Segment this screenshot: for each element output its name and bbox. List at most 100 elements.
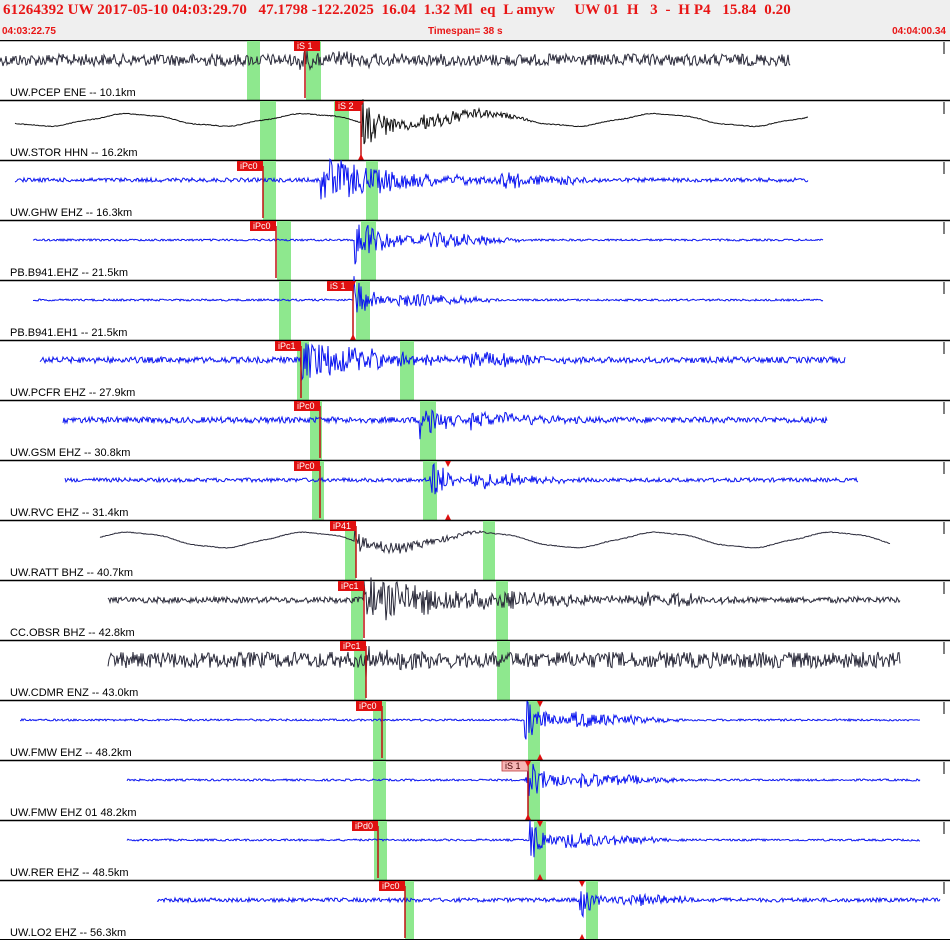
pick-marker-bottom (350, 334, 356, 340)
pick-flag[interactable] (294, 401, 320, 411)
pick-label: iPc0 (297, 401, 315, 411)
pick-flag[interactable] (352, 821, 378, 831)
station-label: UW.GSM EHZ -- 30.8km (10, 447, 130, 459)
waveform (126, 820, 921, 858)
trace-row[interactable]: iPc1 CC.OBSR BHZ -- 42.8km (0, 577, 950, 640)
pick-flag[interactable] (330, 521, 356, 531)
waveform (32, 276, 824, 313)
trace-row[interactable]: iPc0 UW.GSM EHZ -- 30.8km (0, 399, 950, 461)
event-summary-line: 61264392 UW 2017-05-10 04:03:29.70 47.17… (3, 2, 791, 18)
pick-marker-bottom (358, 154, 364, 160)
pick-marker-top (445, 461, 451, 467)
pick-label: iPc0 (240, 161, 258, 171)
pick-flag[interactable] (379, 881, 405, 891)
station-label: UW.LO2 EHZ -- 56.3km (10, 927, 126, 939)
phase-window (351, 581, 363, 640)
pick-label: iPc1 (343, 641, 361, 651)
waveform (126, 763, 921, 796)
waveform (62, 409, 828, 440)
phase-window (247, 41, 260, 100)
waveform (156, 891, 941, 919)
trace-row[interactable]: iPc1 UW.CDMR ENZ -- 43.0km (0, 639, 950, 701)
waveform (64, 462, 859, 495)
pick-flag[interactable] (250, 221, 276, 231)
waveform (39, 343, 846, 381)
trace-row[interactable]: iPc1 UW.PCFR EHZ -- 27.9km (0, 339, 950, 401)
pick-flag[interactable] (327, 281, 353, 291)
phase-window (260, 101, 276, 160)
pick-flag[interactable] (237, 161, 263, 171)
waveform (19, 700, 921, 740)
station-label: UW.PCEP ENE -- 10.1km (10, 87, 136, 99)
trace-row[interactable]: iP41 UW.RATT BHZ -- 40.7km (0, 519, 950, 581)
station-label: UW.RVC EHZ -- 31.4km (10, 507, 128, 519)
phase-window (334, 101, 349, 160)
pick-marker-top (537, 701, 543, 707)
pick-label: iS 1 (505, 761, 521, 771)
pick-label: iPc0 (253, 221, 271, 231)
trace-row[interactable]: iS 1 UW.PCEP ENE -- 10.1km (0, 40, 950, 101)
pick-marker-top (358, 101, 364, 107)
waveform (99, 527, 891, 555)
pick-marker-bottom (537, 874, 543, 880)
waveform (14, 158, 809, 200)
trace-row[interactable]: iPc0 PB.B941.EHZ -- 21.5km (0, 219, 950, 281)
pick-flag[interactable] (275, 341, 301, 351)
pick-label: iPc1 (341, 581, 359, 591)
pick-flag[interactable] (294, 41, 320, 51)
station-label: UW.FMW EHZ 01 48.2km (10, 807, 137, 819)
trace-row[interactable]: iS 2 UW.STOR HHN -- 16.2km (0, 99, 950, 160)
start-time-label: 04:03:22.75 (2, 26, 56, 37)
pick-marker-bottom (525, 814, 531, 820)
phase-window (310, 401, 322, 460)
trace-row[interactable]: iPc0 UW.RVC EHZ -- 31.4km (0, 459, 950, 521)
pick-marker-bottom (445, 514, 451, 520)
timespan-label: Timespan= 38 s (428, 26, 503, 37)
trace-row[interactable]: iS 1 PB.B941.EH1 -- 21.5km (0, 276, 950, 340)
phase-window (312, 461, 324, 520)
trace-row[interactable]: iPd0 UW.RER EHZ -- 48.5km (0, 819, 950, 881)
waveform (14, 99, 808, 145)
waveform (0, 48, 791, 71)
pick-label: iS 1 (297, 41, 313, 51)
phase-window (405, 881, 414, 940)
pick-marker-top (537, 821, 543, 827)
pick-flag[interactable] (340, 641, 366, 651)
phase-window (528, 761, 540, 820)
pick-marker-top (525, 761, 531, 767)
phase-window (366, 161, 378, 220)
station-label: UW.RATT BHZ -- 40.7km (10, 567, 133, 579)
pick-flag[interactable] (356, 701, 382, 711)
pick-label: iP41 (333, 521, 351, 531)
phase-window (586, 881, 598, 940)
pick-label: iPd0 (355, 821, 373, 831)
station-label: PB.B941.EHZ -- 21.5km (10, 267, 128, 279)
pick-label: iPc0 (359, 701, 377, 711)
trace-row[interactable]: iPc0 UW.GHW EHZ -- 16.3km (0, 158, 950, 220)
pick-marker-bottom (579, 934, 585, 940)
seismogram-panel[interactable]: iS 1 UW.PCEP ENE -- 10.1km iS 2 UW.STOR HHN… (0, 40, 950, 940)
phase-window (373, 761, 386, 820)
phase-window (528, 701, 540, 760)
pick-flag[interactable] (335, 101, 361, 111)
phase-window (354, 641, 366, 700)
waveform (32, 224, 824, 265)
phase-window (277, 221, 291, 280)
station-label: CC.OBSR BHZ -- 42.8km (10, 627, 135, 639)
station-label: UW.FMW EHZ -- 48.2km (10, 747, 132, 759)
trace-row[interactable]: iPc0 UW.LO2 EHZ -- 56.3km (0, 879, 950, 940)
station-label: UW.RER EHZ -- 48.5km (10, 867, 129, 879)
pick-flag[interactable] (294, 461, 320, 471)
waveform (107, 577, 901, 621)
phase-window (345, 521, 356, 580)
station-label: PB.B941.EH1 -- 21.5km (10, 327, 127, 339)
trace-row[interactable]: iS 1 UW.FMW EHZ 01 48.2km (0, 759, 950, 821)
pick-flag[interactable] (338, 581, 364, 591)
phase-window (496, 581, 508, 640)
phase-window (423, 461, 437, 520)
trace-row[interactable]: iPc0 UW.FMW EHZ -- 48.2km (0, 699, 950, 761)
pick-label: iS 1 (330, 281, 346, 291)
phase-window (279, 281, 291, 340)
pick-label: iPc0 (382, 881, 400, 891)
station-label: UW.GHW EHZ -- 16.3km (10, 207, 132, 219)
